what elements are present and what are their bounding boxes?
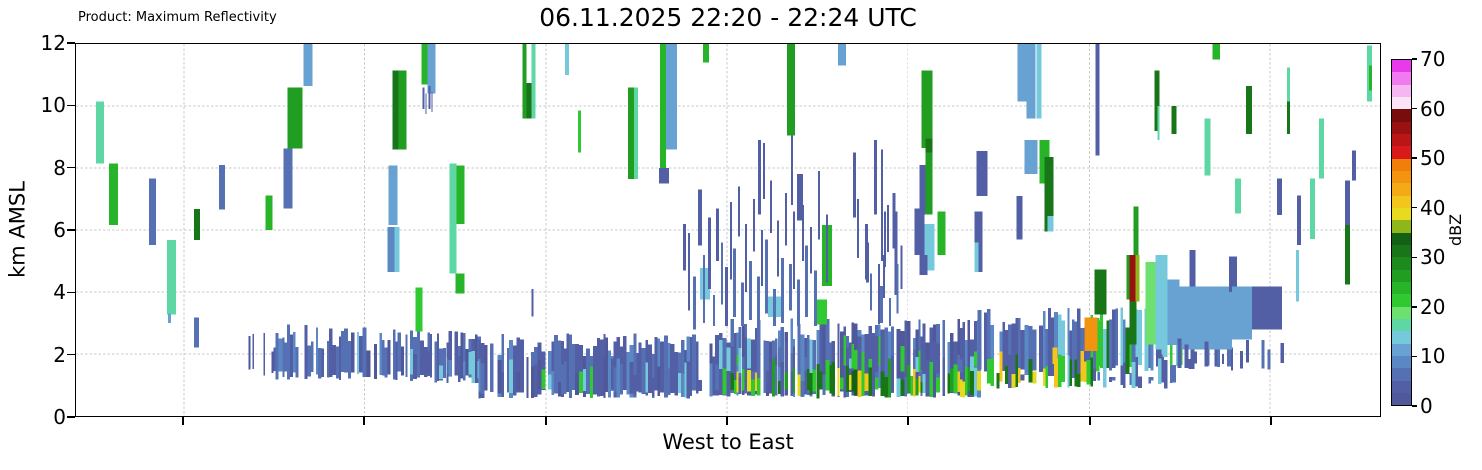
- y-tick-label: 10: [40, 93, 66, 118]
- colorbar-segment: [1392, 72, 1411, 85]
- colorbar-tick-mark: [1412, 405, 1417, 407]
- colorbar-segment: [1392, 96, 1411, 110]
- colorbar-segment: [1392, 343, 1411, 356]
- colorbar-segment: [1392, 318, 1411, 332]
- colorbar-tick-label: 20: [1420, 294, 1446, 319]
- colorbar-segment: [1392, 244, 1411, 258]
- colorbar-segment: [1392, 207, 1411, 221]
- y-tick-label: 12: [40, 31, 66, 55]
- colorbar-segment: [1392, 220, 1411, 233]
- colorbar-segment: [1392, 331, 1411, 344]
- colorbar-tick-label: 70: [1420, 47, 1446, 71]
- colorbar-segment: [1392, 281, 1411, 295]
- colorbar-segment: [1392, 294, 1411, 307]
- x-tick-mark: [545, 417, 547, 425]
- x-tick-mark: [726, 417, 728, 425]
- x-tick-mark: [182, 417, 184, 425]
- colorbar-segment: [1392, 195, 1411, 208]
- colorbar-swatches: [1392, 60, 1411, 406]
- colorbar-tick-label: 40: [1420, 195, 1446, 220]
- x-tick-mark: [363, 417, 365, 425]
- colorbar-segment: [1392, 380, 1411, 393]
- y-tick-label: 4: [53, 280, 66, 305]
- colorbar-segment: [1392, 355, 1411, 369]
- colorbar-tick-mark: [1412, 107, 1417, 110]
- colorbar-segment: [1392, 121, 1411, 134]
- colorbar-segment: [1392, 60, 1411, 73]
- x-tick-mark: [907, 417, 909, 425]
- colorbar-tick-label: 10: [1420, 344, 1446, 369]
- colorbar-tick-label: 0: [1420, 394, 1433, 418]
- y-tick-label: 6: [53, 218, 66, 242]
- colorbar-tick-mark: [1412, 157, 1417, 159]
- y-tick-mark: [67, 229, 75, 231]
- colorbar-segment: [1392, 257, 1411, 270]
- y-tick-mark: [67, 166, 75, 169]
- colorbar-tick-mark: [1412, 355, 1417, 358]
- colorbar-tick-label: 60: [1420, 96, 1446, 121]
- colorbar-tick-label: 50: [1420, 146, 1446, 171]
- x-tick-mark: [1089, 417, 1091, 425]
- y-tick-label: 0: [53, 405, 66, 429]
- colorbar-segment: [1392, 146, 1411, 159]
- colorbar-segment: [1392, 392, 1411, 406]
- colorbar-segment: [1392, 158, 1411, 171]
- colorbar-segment: [1392, 368, 1411, 381]
- colorbar-segment: [1392, 109, 1411, 122]
- product-label: Product: Maximum Reflectivity: [78, 10, 277, 25]
- colorbar-segment: [1392, 133, 1411, 147]
- colorbar-segment: [1392, 84, 1411, 97]
- reflectivity-heatmap: [76, 44, 1380, 416]
- colorbar-label: dBZ: [1446, 213, 1465, 247]
- colorbar-tick-mark: [1412, 207, 1417, 209]
- colorbar-segment: [1392, 306, 1411, 319]
- y-tick-mark: [67, 416, 75, 418]
- colorbar-segment: [1392, 269, 1411, 282]
- y-tick-mark: [67, 291, 75, 294]
- colorbar-tick-label: 30: [1420, 245, 1446, 270]
- colorbar-segment: [1392, 170, 1411, 184]
- x-axis-label: West to East: [662, 430, 794, 454]
- y-tick-mark: [67, 104, 75, 107]
- colorbar-segment: [1392, 183, 1411, 196]
- colorbar-tick-mark: [1412, 58, 1417, 60]
- y-tick-mark: [67, 42, 75, 44]
- colorbar: [1391, 59, 1412, 406]
- colorbar-tick-mark: [1412, 306, 1417, 308]
- colorbar-segment: [1392, 232, 1411, 245]
- colorbar-tick-mark: [1412, 256, 1417, 258]
- x-tick-mark: [1270, 417, 1272, 425]
- y-tick-mark: [67, 353, 75, 356]
- y-axis-label: km AMSL: [5, 181, 30, 278]
- chart-title: 06.11.2025 22:20 - 22:24 UTC: [539, 3, 917, 32]
- y-tick-label: 2: [53, 342, 66, 367]
- plot-area: [75, 43, 1381, 417]
- y-tick-label: 8: [53, 155, 66, 180]
